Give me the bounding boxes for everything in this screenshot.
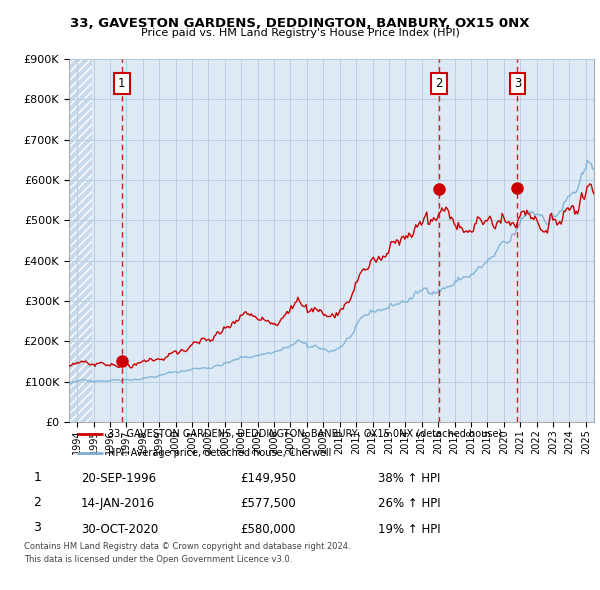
Text: £580,000: £580,000: [240, 523, 296, 536]
Text: 33, GAVESTON GARDENS, DEDDINGTON, BANBURY, OX15 0NX: 33, GAVESTON GARDENS, DEDDINGTON, BANBUR…: [70, 17, 530, 30]
Text: Contains HM Land Registry data © Crown copyright and database right 2024.: Contains HM Land Registry data © Crown c…: [24, 542, 350, 550]
Text: 3: 3: [514, 77, 521, 90]
Bar: [69, 59, 92, 422]
Text: 30-OCT-2020: 30-OCT-2020: [81, 523, 158, 536]
Text: £577,500: £577,500: [240, 497, 296, 510]
Text: 19% ↑ HPI: 19% ↑ HPI: [378, 523, 440, 536]
Text: 33, GAVESTON GARDENS, DEDDINGTON, BANBURY, OX15 0NX (detached house): 33, GAVESTON GARDENS, DEDDINGTON, BANBUR…: [109, 429, 503, 439]
Text: 3: 3: [34, 521, 41, 535]
Text: This data is licensed under the Open Government Licence v3.0.: This data is licensed under the Open Gov…: [24, 555, 292, 563]
Text: 14-JAN-2016: 14-JAN-2016: [81, 497, 155, 510]
Text: 2: 2: [34, 496, 41, 509]
Text: £149,950: £149,950: [240, 472, 296, 485]
Text: Price paid vs. HM Land Registry's House Price Index (HPI): Price paid vs. HM Land Registry's House …: [140, 28, 460, 38]
Text: 1: 1: [118, 77, 125, 90]
Text: HPI: Average price, detached house, Cherwell: HPI: Average price, detached house, Cher…: [109, 448, 332, 458]
Text: 38% ↑ HPI: 38% ↑ HPI: [378, 472, 440, 485]
Text: 26% ↑ HPI: 26% ↑ HPI: [378, 497, 440, 510]
Text: 20-SEP-1996: 20-SEP-1996: [81, 472, 156, 485]
Text: 1: 1: [34, 470, 41, 484]
Text: 2: 2: [435, 77, 443, 90]
